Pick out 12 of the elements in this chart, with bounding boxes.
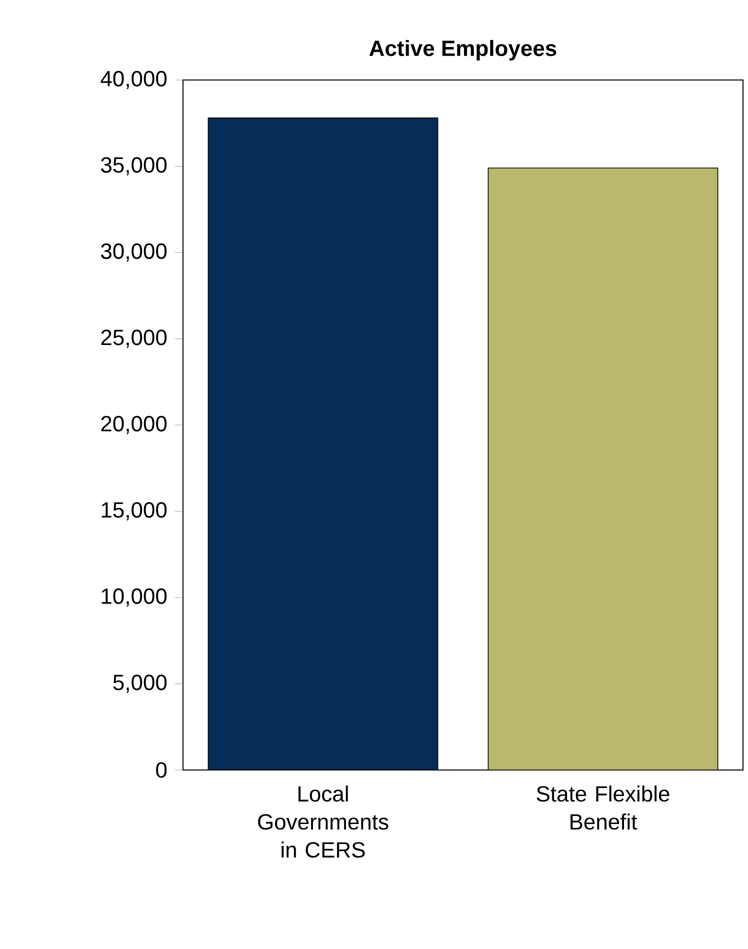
x-tick-label: State Flexible Benefit [536, 786, 670, 830]
y-tick-label: 25,000 [101, 330, 167, 348]
y-tick-label: 5,000 [113, 674, 167, 693]
y-tick-label: 10,000 [102, 588, 167, 607]
y-tick-label: 0 [156, 762, 167, 778]
y-tick-label: 15,000 [102, 502, 167, 520]
y-tick-label: 35,000 [101, 157, 167, 176]
x-tick-label: Local Governments in CERS [258, 786, 388, 858]
y-tick-label: 30,000 [101, 243, 167, 262]
y-tick-label: 40,000 [100, 70, 167, 90]
y-tick-label: 20,000 [101, 416, 167, 434]
chart-title: Active Employees [369, 40, 556, 60]
